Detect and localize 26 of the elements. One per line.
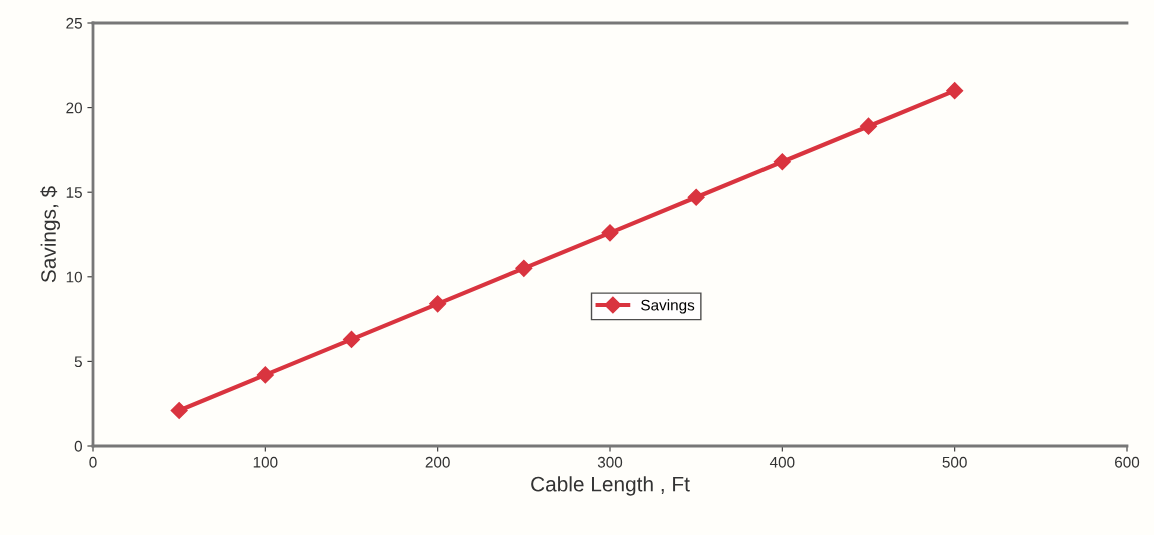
x-tick-label: 500 — [942, 456, 967, 468]
x-tick-label: 600 — [1115, 456, 1140, 468]
y-tick-label: 15 — [66, 187, 82, 198]
point — [515, 259, 533, 277]
y-tick-label: 5 — [74, 356, 82, 368]
legend-label: Savings — [641, 299, 695, 314]
x-tick-label: 100 — [253, 456, 278, 468]
y-axis-title: Savings, $ — [40, 186, 61, 283]
x-tick-label: 0 — [89, 456, 97, 468]
x-tick-label: 200 — [425, 456, 450, 468]
y-tick-label: 10 — [66, 271, 82, 283]
point — [256, 366, 274, 384]
y-tick-label: 0 — [74, 440, 82, 452]
point — [601, 224, 619, 242]
point — [859, 117, 878, 135]
y-tick-label: 20 — [66, 102, 82, 114]
y-tick-label: 25 — [66, 17, 82, 29]
point — [170, 401, 188, 420]
x-tick-label: 300 — [597, 456, 623, 468]
point — [429, 295, 447, 313]
point — [946, 82, 964, 100]
point — [773, 153, 791, 171]
point — [687, 188, 705, 206]
x-axis-title: Cable Length , Ft — [531, 476, 690, 496]
point — [342, 330, 361, 348]
x-tick-label: 400 — [769, 456, 795, 468]
